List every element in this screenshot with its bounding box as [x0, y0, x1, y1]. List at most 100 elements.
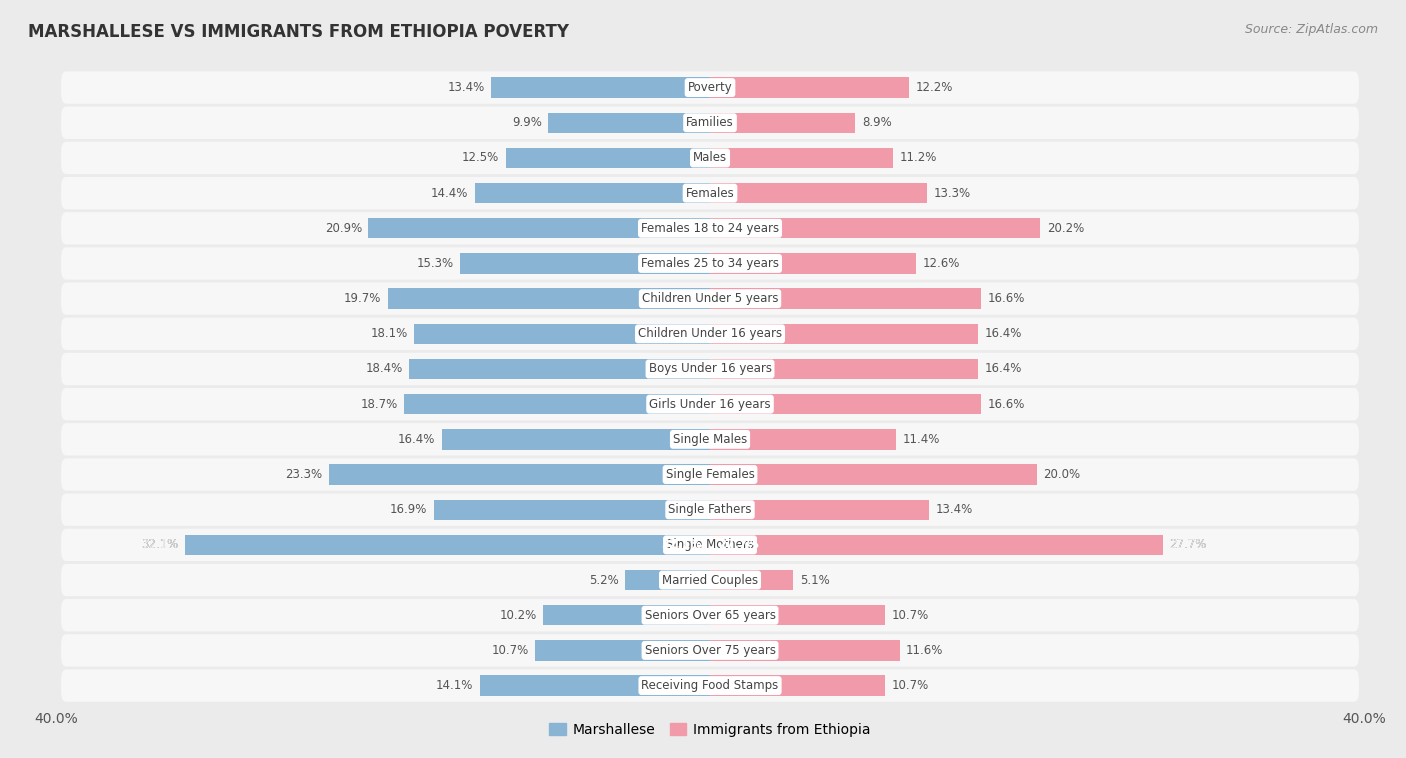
Bar — [710, 641, 900, 661]
Text: 11.4%: 11.4% — [903, 433, 941, 446]
Text: Single Males: Single Males — [673, 433, 747, 446]
Text: Children Under 16 years: Children Under 16 years — [638, 327, 782, 340]
Text: Single Fathers: Single Fathers — [668, 503, 752, 516]
Text: Single Mothers: Single Mothers — [666, 538, 754, 551]
Bar — [710, 605, 884, 625]
Text: 14.1%: 14.1% — [436, 679, 472, 692]
Bar — [710, 289, 981, 309]
Text: MARSHALLESE VS IMMIGRANTS FROM ETHIOPIA POVERTY: MARSHALLESE VS IMMIGRANTS FROM ETHIOPIA … — [28, 23, 569, 41]
FancyBboxPatch shape — [60, 669, 1360, 702]
Bar — [710, 218, 1040, 239]
Text: 16.6%: 16.6% — [988, 398, 1025, 411]
Text: 5.1%: 5.1% — [800, 574, 830, 587]
Bar — [441, 429, 710, 449]
Text: 18.7%: 18.7% — [360, 398, 398, 411]
Bar — [710, 675, 884, 696]
Text: 20.2%: 20.2% — [1046, 222, 1084, 235]
Text: Married Couples: Married Couples — [662, 574, 758, 587]
Text: Receiving Food Stamps: Receiving Food Stamps — [641, 679, 779, 692]
Text: Females 18 to 24 years: Females 18 to 24 years — [641, 222, 779, 235]
Text: 32.1%: 32.1% — [142, 538, 179, 551]
Text: 10.7%: 10.7% — [491, 644, 529, 657]
Text: 18.4%: 18.4% — [366, 362, 402, 375]
Bar — [710, 429, 897, 449]
Bar — [479, 675, 710, 696]
Text: Single Females: Single Females — [665, 468, 755, 481]
Text: 32.1%: 32.1% — [661, 538, 702, 551]
Bar — [409, 359, 710, 379]
FancyBboxPatch shape — [60, 71, 1360, 104]
Text: 12.5%: 12.5% — [463, 152, 499, 164]
FancyBboxPatch shape — [60, 528, 1360, 561]
FancyBboxPatch shape — [60, 247, 1360, 280]
Bar — [710, 112, 855, 133]
Text: Children Under 5 years: Children Under 5 years — [641, 292, 779, 305]
Bar — [548, 112, 710, 133]
Bar — [388, 289, 710, 309]
Bar — [710, 324, 979, 344]
Bar — [710, 465, 1038, 484]
Bar — [536, 641, 710, 661]
FancyBboxPatch shape — [60, 318, 1360, 350]
Text: Females 25 to 34 years: Females 25 to 34 years — [641, 257, 779, 270]
Text: 12.2%: 12.2% — [915, 81, 953, 94]
Bar — [368, 218, 710, 239]
Bar — [475, 183, 710, 203]
Bar — [405, 394, 710, 415]
FancyBboxPatch shape — [60, 634, 1360, 666]
Text: Seniors Over 75 years: Seniors Over 75 years — [644, 644, 776, 657]
Bar — [491, 77, 710, 98]
Text: 13.3%: 13.3% — [934, 186, 972, 199]
Text: Females: Females — [686, 186, 734, 199]
FancyBboxPatch shape — [60, 177, 1360, 209]
Text: 15.3%: 15.3% — [416, 257, 453, 270]
Text: 8.9%: 8.9% — [862, 116, 891, 130]
Legend: Marshallese, Immigrants from Ethiopia: Marshallese, Immigrants from Ethiopia — [544, 718, 876, 743]
Text: 10.7%: 10.7% — [891, 609, 929, 622]
Bar — [186, 534, 710, 555]
Bar — [506, 148, 710, 168]
FancyBboxPatch shape — [60, 212, 1360, 245]
Text: 11.2%: 11.2% — [900, 152, 936, 164]
FancyBboxPatch shape — [60, 493, 1360, 526]
Text: 23.3%: 23.3% — [285, 468, 322, 481]
Text: Girls Under 16 years: Girls Under 16 years — [650, 398, 770, 411]
Bar — [460, 253, 710, 274]
Bar — [710, 253, 915, 274]
Bar — [710, 570, 793, 590]
Bar — [710, 359, 979, 379]
Text: 13.4%: 13.4% — [935, 503, 973, 516]
Text: 20.9%: 20.9% — [325, 222, 361, 235]
Bar — [329, 465, 710, 484]
Text: Poverty: Poverty — [688, 81, 733, 94]
Text: 9.9%: 9.9% — [512, 116, 541, 130]
Bar — [710, 500, 929, 520]
Text: Source: ZipAtlas.com: Source: ZipAtlas.com — [1244, 23, 1378, 36]
Bar — [626, 570, 710, 590]
Bar — [710, 77, 910, 98]
Text: 16.4%: 16.4% — [984, 362, 1022, 375]
Text: 16.4%: 16.4% — [398, 433, 436, 446]
Text: 16.9%: 16.9% — [389, 503, 427, 516]
Text: 11.6%: 11.6% — [905, 644, 943, 657]
Bar — [434, 500, 710, 520]
Bar — [710, 148, 893, 168]
Text: 16.6%: 16.6% — [988, 292, 1025, 305]
FancyBboxPatch shape — [60, 142, 1360, 174]
Text: 10.2%: 10.2% — [499, 609, 537, 622]
Text: 18.1%: 18.1% — [370, 327, 408, 340]
FancyBboxPatch shape — [60, 107, 1360, 139]
Text: 20.0%: 20.0% — [1043, 468, 1081, 481]
Text: 19.7%: 19.7% — [344, 292, 381, 305]
Text: Families: Families — [686, 116, 734, 130]
FancyBboxPatch shape — [60, 388, 1360, 421]
Bar — [710, 534, 1163, 555]
FancyBboxPatch shape — [60, 459, 1360, 490]
FancyBboxPatch shape — [60, 352, 1360, 385]
Text: 32.1%: 32.1% — [142, 538, 179, 551]
FancyBboxPatch shape — [60, 564, 1360, 597]
FancyBboxPatch shape — [60, 599, 1360, 631]
Text: 5.2%: 5.2% — [589, 574, 619, 587]
Text: 13.4%: 13.4% — [447, 81, 485, 94]
Text: 27.7%: 27.7% — [718, 538, 759, 551]
